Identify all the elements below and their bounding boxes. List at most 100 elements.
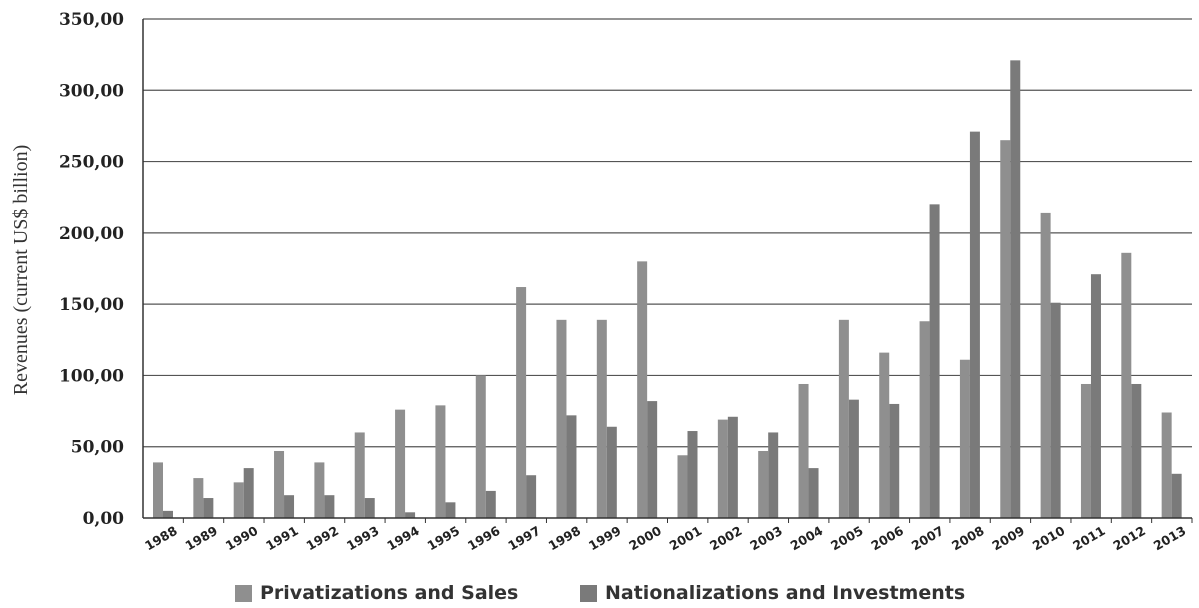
x-tick-label: 2012 [1110,523,1148,553]
legend-label-privatizations: Privatizations and Sales [260,582,519,604]
bar-privatizations-1989 [193,478,204,518]
bar-privatizations-1992 [314,462,325,518]
x-tick-label: 1999 [586,523,624,553]
bar-nationalizations-2004 [808,468,819,518]
x-tick-label: 2002 [707,523,745,553]
bar-nationalizations-1998 [566,415,577,518]
x-tick-label: 1993 [344,523,382,553]
x-tick-label: 2001 [667,523,705,553]
y-tick-label: 300,00 [59,81,124,101]
legend-label-nationalizations: Nationalizations and Investments [605,582,966,604]
bar-nationalizations-2008 [969,131,980,519]
bar-nationalizations-2006 [889,403,900,518]
y-tick-label: 150,00 [59,295,124,315]
bar-privatizations-1996 [475,375,486,518]
bar-privatizations-1994 [395,409,406,518]
x-tick-label: 2009 [989,523,1027,553]
bar-privatizations-2010 [1040,212,1051,518]
bar-privatizations-2003 [758,450,769,518]
bar-privatizations-2000 [637,261,648,518]
bar-nationalizations-2005 [848,399,859,518]
bar-nationalizations-1996 [485,490,496,518]
legend-swatch-privatizations [235,584,252,602]
bar-privatizations-2008 [959,359,970,518]
x-tick-label: 1996 [465,523,503,554]
bar-nationalizations-1988 [163,510,173,518]
bar-privatizations-2013 [1161,412,1172,518]
bar-nationalizations-1997 [526,475,537,518]
bar-nationalizations-1992 [324,495,335,518]
legend-item-privatizations: Privatizations and Sales [235,582,518,604]
legend: Privatizations and Sales Nationalization… [0,582,1199,608]
y-tick-label: 200,00 [59,224,124,244]
x-tick-label: 2013 [1151,523,1189,553]
y-axis-label: Revenues (current US$ billion) [10,145,32,396]
bar-nationalizations-1994 [405,512,416,518]
legend-item-nationalizations: Nationalizations and Investments [580,582,965,604]
bar-nationalizations-1989 [203,498,214,518]
bar-nationalizations-2011 [1090,274,1101,518]
bar-privatizations-2002 [717,419,728,518]
bar-privatizations-1995 [435,405,446,518]
bar-privatizations-1988 [153,462,163,518]
bar-nationalizations-2007 [929,204,940,519]
x-tick-label: 2004 [788,523,826,554]
bar-privatizations-2005 [838,319,849,518]
bar-privatizations-2011 [1080,383,1091,518]
bar-privatizations-1999 [596,319,607,518]
bar-nationalizations-2002 [727,416,738,518]
bar-nationalizations-1991 [284,495,295,518]
bar-nationalizations-1990 [243,468,254,518]
bar-privatizations-1993 [354,432,365,518]
y-tick-label: 350,00 [59,10,124,30]
bar-privatizations-2004 [798,383,809,518]
x-tick-label: 1989 [182,523,220,553]
x-tick-label: 2007 [909,523,947,553]
y-tick-label: 50,00 [71,438,124,458]
x-tick-label: 2006 [868,523,906,554]
bar-privatizations-2009 [1000,140,1011,518]
bar-privatizations-1998 [556,319,567,518]
x-tick-labels: 1988 1989 1990 1991 1992 1993 1994 1995 1996 1997… [142,523,1188,554]
bar-nationalizations-2009 [1010,60,1021,519]
x-tick-label: 2005 [828,523,866,553]
bar-nationalizations-2000 [647,401,658,518]
bar-privatizations-1991 [274,450,285,518]
gridlines [143,18,1192,448]
bars [153,60,1182,519]
x-tick-label: 1995 [425,523,463,553]
y-tick-label: 250,00 [59,153,124,173]
x-tick-label: 1994 [384,523,422,554]
bar-nationalizations-1995 [445,502,456,518]
bar-privatizations-2001 [677,455,688,518]
bar-nationalizations-2013 [1171,473,1182,518]
bar-nationalizations-2001 [687,431,698,518]
bar-nationalizations-1993 [364,498,375,518]
x-tick-label: 2000 [626,523,664,554]
x-tick-label: 1998 [546,523,584,553]
x-tick-label: 2011 [1070,523,1108,553]
y-tick-label: 100,00 [59,366,124,386]
bar-privatizations-1997 [516,287,527,518]
legend-swatch-nationalizations [580,584,597,602]
y-tick-label: 0,00 [83,509,125,529]
bar-privatizations-1990 [233,482,244,518]
axes [142,19,1193,523]
x-tick-label: 2010 [1030,523,1068,554]
bar-privatizations-2012 [1121,252,1132,518]
x-tick-label: 1988 [142,523,180,553]
revenue-bar-chart: 0,00 50,00 100,00 150,00 200,00 250,00 300,00 3… [10,10,1193,554]
bar-privatizations-2006 [879,352,890,518]
x-tick-label: 1997 [505,523,543,553]
bar-nationalizations-2012 [1131,383,1142,518]
bar-nationalizations-2003 [768,432,779,518]
bar-privatizations-2007 [919,321,930,518]
x-tick-label: 1990 [223,523,261,554]
bar-nationalizations-2010 [1050,302,1061,518]
y-tick-labels: 0,00 50,00 100,00 150,00 200,00 250,00 300,00 3… [59,10,124,529]
x-tick-label: 1991 [263,523,301,553]
x-tick-label: 1992 [303,523,341,553]
bar-nationalizations-1999 [606,426,617,518]
x-tick-label: 2003 [747,523,785,553]
x-tick-label: 2008 [949,523,987,553]
